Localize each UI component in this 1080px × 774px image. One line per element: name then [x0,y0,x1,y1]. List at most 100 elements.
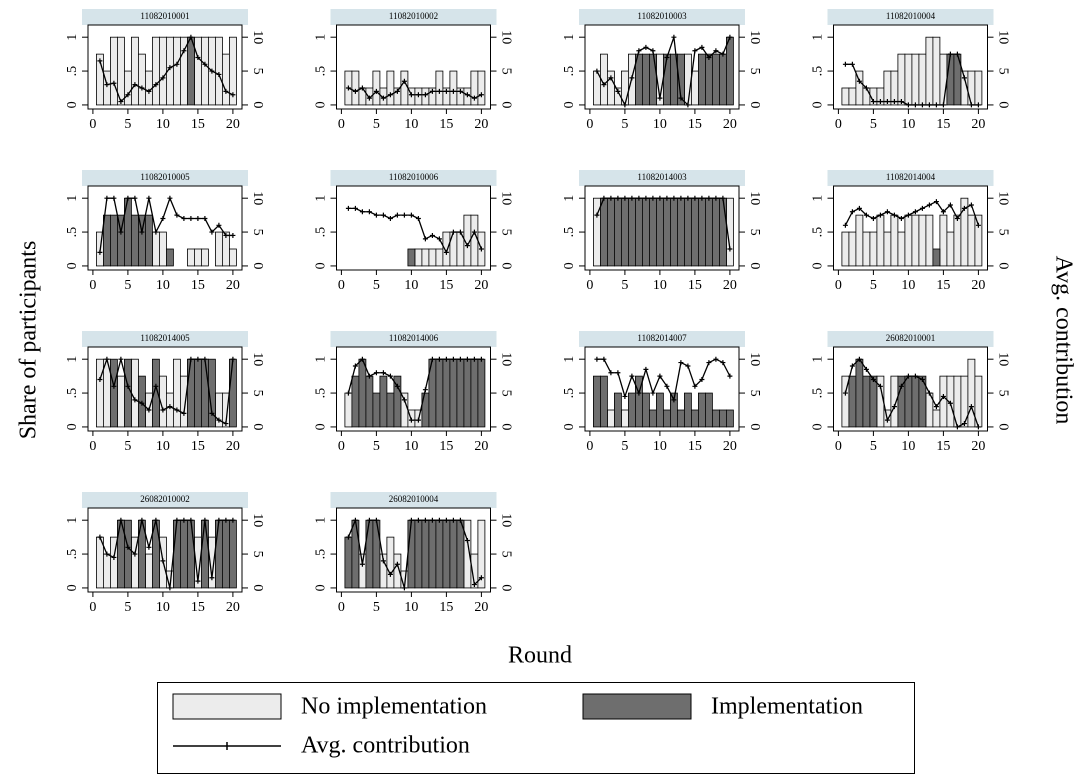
y2-tick-label: 0 [250,584,265,591]
line-marker [436,517,442,523]
line-marker [230,356,236,362]
y-tick-label: 1 [562,195,577,202]
x-tick-label: 5 [870,117,877,132]
bar [386,536,395,589]
line-marker [436,236,442,242]
line-marker [422,92,428,98]
bar [137,53,146,106]
line-marker [415,216,421,222]
bar [698,392,706,428]
line-marker [139,85,145,91]
line-marker [394,383,400,389]
x-tick-label: 15 [439,600,453,615]
line-marker [429,356,435,362]
line-marker [968,102,974,108]
y-tick-label: 0 [65,584,80,591]
line-marker [678,195,684,201]
x-tick-label: 20 [971,439,985,454]
line-marker [926,102,932,108]
bar [607,197,615,267]
y-tick-label: .5 [811,66,826,77]
panel-strip [579,9,745,25]
line-marker [919,102,925,108]
bar [344,392,353,428]
bar [186,36,195,106]
line-marker [471,582,477,588]
line-marker [699,377,705,383]
line-marker [345,205,351,211]
x-tick-label: 5 [870,439,877,454]
y-tick-label: 0 [65,262,80,269]
bar [372,70,381,106]
line-marker [905,102,911,108]
bar [193,248,202,267]
line-marker [387,373,393,379]
line-marker [643,366,649,372]
bar [477,358,486,428]
panel-strip [579,331,745,347]
bar [117,375,125,428]
line-marker [125,92,131,98]
bar [918,214,927,267]
bar [855,214,864,267]
line-marker [181,410,187,416]
line-marker [132,195,138,201]
x-tick-label: 20 [474,278,488,293]
x-tick-label: 0 [835,278,842,293]
line-marker [706,55,712,61]
bar [449,231,458,267]
line-marker [415,92,421,98]
line-marker [664,55,670,61]
line-marker [891,99,897,105]
plot-frame [336,24,491,110]
line-marker [657,95,663,101]
line-marker [125,383,131,389]
line-marker [97,377,103,383]
plot-frame [833,346,988,432]
bar [677,197,685,267]
bar [918,53,927,106]
line-marker [408,417,414,423]
line-marker [919,205,925,211]
x-tick-label: 15 [936,278,950,293]
line-marker [181,517,187,523]
bar [193,358,202,428]
line-marker [429,517,435,523]
x-tick-label: 0 [89,600,96,615]
bar [372,519,381,589]
line-marker [380,558,386,564]
line-marker [366,95,372,101]
legend-label: No implementation [301,694,487,720]
x-tick-label: 0 [586,278,593,293]
line-marker [622,393,628,399]
avg-contribution-line [596,36,731,107]
y-tick-label: 1 [65,517,80,524]
bar [344,536,353,589]
bar [848,231,857,267]
bar [862,231,871,267]
bar [96,358,104,428]
x-tick-label: 15 [191,278,205,293]
x-tick-label: 0 [586,439,593,454]
x-tick-label: 5 [373,278,380,293]
bar [449,519,458,589]
y-tick-label: 0 [314,584,329,591]
bar [918,375,927,428]
line-marker [97,249,103,255]
y2-tick-label: 10 [498,513,513,527]
bar [207,358,216,428]
line-marker [146,407,152,413]
bar [442,358,451,428]
line-marker [727,34,733,40]
line-marker [422,387,428,393]
bar [726,36,734,106]
line-marker [856,356,862,362]
line-marker [954,51,960,57]
bar [642,53,650,106]
panel-title: 26082010001 [886,333,936,343]
y2-tick-label: 5 [498,229,513,236]
line-marker [380,370,386,376]
line-marker [671,195,677,201]
bar [600,375,608,428]
